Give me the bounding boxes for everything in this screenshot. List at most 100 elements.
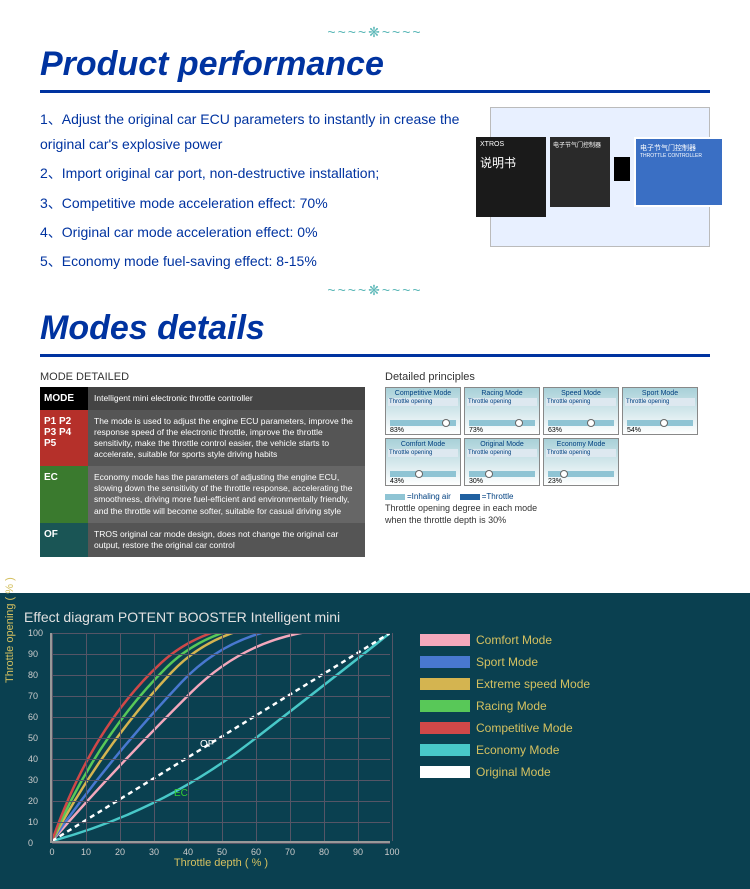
- legend-item: Competitive Mode: [420, 721, 726, 735]
- pr-pct: 54%: [627, 427, 641, 434]
- legend-swatch: [420, 700, 470, 712]
- chart-label-of: OF: [200, 739, 214, 750]
- product-performance-section: Product performance 1、Adjust the origina…: [40, 45, 710, 278]
- chart-plot: Throttle opening ( % ) Throttle depth ( …: [50, 633, 390, 843]
- xtick: 40: [183, 847, 193, 857]
- pr-cell-title: Economy Mode: [546, 441, 616, 448]
- pr-cell-sub: Throttle opening: [388, 398, 458, 406]
- pr-bar: [390, 471, 456, 477]
- ytick: 0: [28, 838, 33, 848]
- mode-label: EC: [40, 466, 88, 522]
- ytick: 100: [28, 628, 43, 638]
- grid-v: [188, 633, 189, 841]
- mode-table-row: P1 P2 P3 P4 P5The mode is used to adjust…: [40, 410, 365, 466]
- legend-label: Comfort Mode: [476, 633, 552, 647]
- legend-swatch: [420, 766, 470, 778]
- principles-legend: =Inhaling air =Throttle: [385, 492, 710, 501]
- pr-cell-sub: Throttle opening: [625, 398, 695, 406]
- principle-cell: Competitive Mode Throttle opening 83%: [385, 387, 461, 435]
- pr-bar: [469, 420, 535, 426]
- chart-area: Throttle opening ( % ) Throttle depth ( …: [24, 633, 726, 873]
- mode-table-row: MODEIntelligent mini electronic throttle…: [40, 387, 365, 410]
- perf-item: 4、Original car mode acceleration effect:…: [40, 220, 470, 245]
- grid-v: [120, 633, 121, 841]
- pr-pct: 73%: [469, 427, 483, 434]
- mode-label: P1 P2 P3 P4 P5: [40, 410, 88, 466]
- pr-bar: [548, 420, 614, 426]
- principles-header: Detailed principles: [385, 371, 710, 383]
- xtick: 90: [353, 847, 363, 857]
- grid-v: [392, 633, 393, 841]
- legend-label: Extreme speed Mode: [476, 677, 590, 691]
- grid-h: [52, 633, 390, 634]
- grid-v: [324, 633, 325, 841]
- product-image: XTROS 说明书 电子节气门控制器 电子节气门控制器 THROTTLE CON…: [490, 107, 710, 247]
- product-box-group: XTROS 说明书 电子节气门控制器 电子节气门控制器 THROTTLE CON…: [476, 137, 724, 217]
- product-box-manual: XTROS 说明书: [476, 137, 546, 217]
- legend-swatch: [420, 722, 470, 734]
- manual-label: 说明书: [480, 154, 542, 171]
- xtick: 100: [384, 847, 399, 857]
- xtick: 70: [285, 847, 295, 857]
- pr-cell-title: Original Mode: [467, 441, 537, 448]
- legend-swatch: [420, 678, 470, 690]
- grid-h: [52, 780, 390, 781]
- page-container: ~~~~❋~~~~ Product performance 1、Adjust t…: [0, 0, 750, 577]
- principles-grid: Competitive Mode Throttle opening 83% Rac…: [385, 387, 710, 486]
- ytick: 50: [28, 733, 38, 743]
- divider-ornament: ~~~~❋~~~~: [40, 282, 710, 299]
- pr-marker: [587, 419, 595, 427]
- ytick: 80: [28, 670, 38, 680]
- grid-h: [52, 759, 390, 760]
- pr-cell-title: Sport Mode: [625, 390, 695, 397]
- perf-list: 1、Adjust the original car ECU parameters…: [40, 107, 470, 278]
- pr-pct: 43%: [390, 478, 404, 485]
- chart-legend: Comfort Mode Sport Mode Extreme speed Mo…: [420, 633, 726, 873]
- legend-item: Comfort Mode: [420, 633, 726, 647]
- pr-pct: 30%: [469, 478, 483, 485]
- ytick: 30: [28, 775, 38, 785]
- principles-note2: when the throttle depth is 30%: [385, 515, 710, 525]
- grid-v: [290, 633, 291, 841]
- legend-throttle-label: =Throttle: [482, 492, 514, 501]
- mode-label: MODE: [40, 387, 88, 410]
- pr-cell-sub: Throttle opening: [467, 398, 537, 406]
- chart-section: Effect diagram POTENT BOOSTER Intelligen…: [0, 593, 750, 889]
- legend-item: Original Mode: [420, 765, 726, 779]
- pr-cell-title: Comfort Mode: [388, 441, 458, 448]
- xtick: 60: [251, 847, 261, 857]
- pr-bar: [548, 471, 614, 477]
- legend-swatch: [420, 656, 470, 668]
- grid-h: [52, 738, 390, 739]
- controller-label: 电子节气门控制器: [553, 140, 607, 149]
- chart-label-ec: EC: [174, 788, 188, 799]
- ytick: 20: [28, 796, 38, 806]
- section2-title: Modes details: [40, 309, 710, 357]
- perf-item: 5、Economy mode fuel-saving effect: 8-15%: [40, 249, 470, 274]
- mode-label: OF: [40, 523, 88, 557]
- pr-marker: [515, 419, 523, 427]
- principle-cell: Original Mode Throttle opening 30%: [464, 438, 540, 486]
- perf-item: 1、Adjust the original car ECU parameters…: [40, 107, 470, 157]
- principle-cell: Economy Mode Throttle opening 23%: [543, 438, 619, 486]
- mode-desc: Intelligent mini electronic throttle con…: [88, 387, 365, 410]
- pr-cell-title: Racing Mode: [467, 390, 537, 397]
- grid-h: [52, 801, 390, 802]
- ytick: 60: [28, 712, 38, 722]
- pr-marker: [560, 470, 568, 478]
- package-label-cn: 电子节气门控制器: [640, 143, 718, 153]
- pr-pct: 63%: [548, 427, 562, 434]
- chart-curves: [52, 633, 390, 841]
- principle-cell: Comfort Mode Throttle opening 43%: [385, 438, 461, 486]
- legend-item: Racing Mode: [420, 699, 726, 713]
- grid-h: [52, 654, 390, 655]
- pr-cell-sub: Throttle opening: [546, 398, 616, 406]
- divider-ornament: ~~~~❋~~~~: [40, 24, 710, 41]
- mode-table-header: MODE DETAILED: [40, 371, 365, 383]
- product-package: 电子节气门控制器 THROTTLE CONTROLLER: [634, 137, 724, 207]
- mode-table: MODE DETAILED MODEIntelligent mini elect…: [40, 371, 365, 557]
- pr-pct: 23%: [548, 478, 562, 485]
- perf-row: 1、Adjust the original car ECU parameters…: [40, 107, 710, 278]
- principles-panel: Detailed principles Competitive Mode Thr…: [385, 371, 710, 557]
- xtick: 10: [81, 847, 91, 857]
